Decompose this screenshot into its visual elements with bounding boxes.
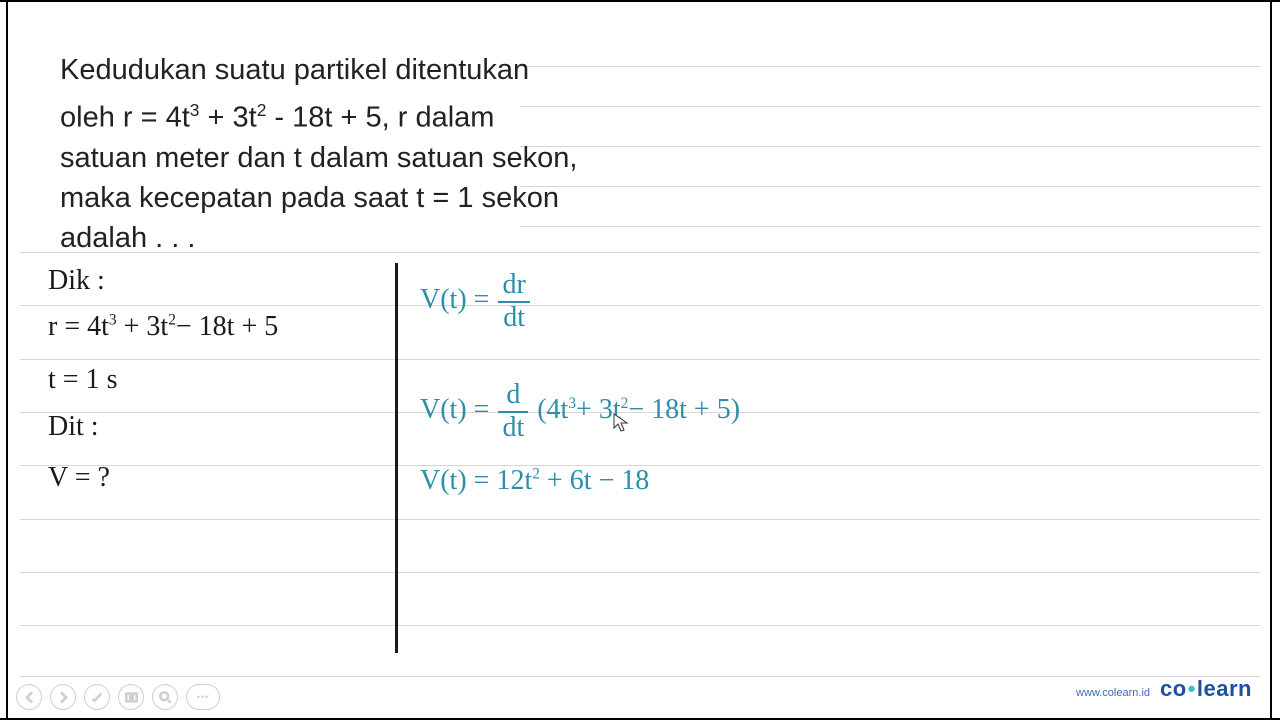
zoom-button[interactable] xyxy=(152,684,178,710)
notebook-rule-short xyxy=(520,66,1260,67)
dik-r-mid: + 3t xyxy=(117,311,169,342)
fraction-dr-dt: drdt xyxy=(498,270,529,334)
page-border-right xyxy=(1270,0,1272,720)
vertical-divider xyxy=(395,263,398,653)
more-button[interactable]: ••• xyxy=(186,684,220,710)
problem-line3: satuan meter dan t dalam satuan sekon, xyxy=(60,142,577,174)
problem-line2-sup2: 2 xyxy=(257,100,267,120)
pen-tool-button[interactable] xyxy=(84,684,110,710)
page-border-left xyxy=(6,0,8,720)
work-line3-post: + 6t − 18 xyxy=(540,465,649,496)
brand-co: co xyxy=(1160,676,1187,701)
notebook-rule-short xyxy=(520,226,1260,227)
mouse-cursor-icon xyxy=(613,413,629,433)
prev-button[interactable] xyxy=(16,684,42,710)
brand-area: www.colearn.id co•learn xyxy=(1076,676,1252,702)
dit-v: V = ? xyxy=(48,463,110,494)
problem-line2-pre: oleh r = 4t xyxy=(60,102,190,134)
frac2-den: dt xyxy=(498,413,528,444)
work-line2-rhs-pre: (4t xyxy=(537,394,568,425)
work-line2-rhs-s1: 3 xyxy=(568,395,576,412)
work-line2: V(t) = ddt (4t3+ 3t2− 18t + 5) xyxy=(420,380,740,444)
notebook-rule xyxy=(20,676,1260,677)
notebook-rule-short xyxy=(520,146,1260,147)
frac-num: dr xyxy=(498,270,529,301)
dit-header: Dit : xyxy=(48,412,99,443)
work-line2-lhs: V(t) = xyxy=(420,394,496,425)
dik-r-s1: 3 xyxy=(109,312,117,329)
dik-r-pre: r = 4t xyxy=(48,311,109,342)
frac2-num: d xyxy=(498,380,528,411)
dik-r: r = 4t3 + 3t2− 18t + 5 xyxy=(48,312,278,343)
dik-r-post: − 18t + 5 xyxy=(176,311,278,342)
problem-statement: Kedudukan suatu partikel ditentukan oleh… xyxy=(60,50,577,258)
brand-url: www.colearn.id xyxy=(1076,687,1150,699)
problem-line5: adalah . . . xyxy=(60,222,195,254)
dik-header: Dik : xyxy=(48,266,105,297)
notebook-rule-short xyxy=(520,186,1260,187)
dik-t: t = 1 s xyxy=(48,365,117,396)
notebook-rule xyxy=(20,519,1260,520)
work-line3: V(t) = 12t2 + 6t − 18 xyxy=(420,466,649,497)
problem-line4: maka kecepatan pada saat t = 1 sekon xyxy=(60,182,559,214)
playback-toolbar: ••• xyxy=(16,684,220,710)
brand-dot-icon: • xyxy=(1188,676,1196,701)
brand-learn: learn xyxy=(1197,676,1252,701)
dik-r-s2: 2 xyxy=(168,312,176,329)
paper-area: Kedudukan suatu partikel ditentukan oleh… xyxy=(20,8,1260,712)
page-root: Kedudukan suatu partikel ditentukan oleh… xyxy=(0,0,1280,720)
fraction-d-dt: ddt xyxy=(498,380,528,444)
notebook-rule xyxy=(20,625,1260,626)
frac-den: dt xyxy=(498,303,529,334)
problem-line2-post: - 18t + 5, r dalam xyxy=(266,102,494,134)
next-button[interactable] xyxy=(50,684,76,710)
notebook-rule xyxy=(20,572,1260,573)
work-line1: V(t) = drdt xyxy=(420,270,532,334)
notebook-rule xyxy=(20,359,1260,360)
work-line3-pre: V(t) = 12t xyxy=(420,465,532,496)
work-line2-rhs-post: − 18t + 5) xyxy=(628,394,740,425)
problem-line2-sup1: 3 xyxy=(190,100,200,120)
letterbox-top xyxy=(0,0,1280,2)
problem-line2-mid: + 3t xyxy=(199,102,256,134)
notebook-rule-short xyxy=(520,106,1260,107)
work-line3-s1: 2 xyxy=(532,466,540,483)
work-line1-lhs: V(t) = xyxy=(420,284,496,315)
brand-logo: co•learn xyxy=(1160,676,1252,702)
notebook-rule xyxy=(20,305,1260,306)
problem-line1: Kedudukan suatu partikel ditentukan xyxy=(60,54,529,86)
slides-button[interactable] xyxy=(118,684,144,710)
